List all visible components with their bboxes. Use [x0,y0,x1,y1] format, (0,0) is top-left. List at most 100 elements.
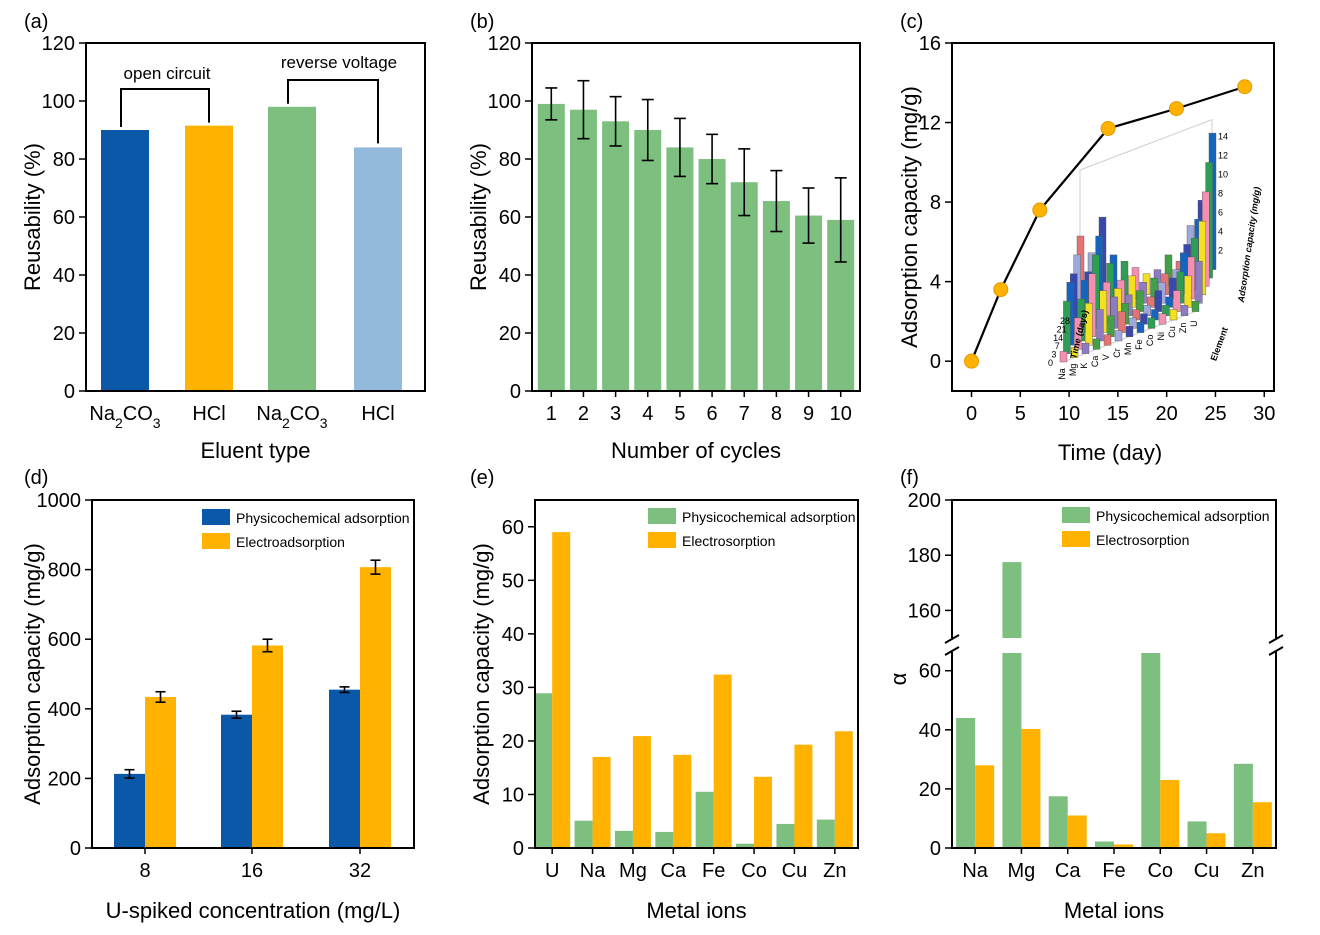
panel-b-xtick-label: 10 [830,403,852,425]
panel-c-point [1237,79,1253,95]
panel-f-ytick-label: 200 [908,490,941,512]
panel-b-xtick-label: 2 [578,403,589,425]
panel-d-ytick-label: 1000 [37,490,82,512]
panel-d-ytick-label: 800 [48,560,81,582]
panel-c-xtick-label: 5 [1015,403,1026,425]
panel-e-legend-swatch [648,532,676,548]
panel-c-inset-bar [1070,347,1079,358]
panel-e-ytick-label: 20 [502,731,524,753]
panel-b-xtick-label: 3 [610,403,621,425]
panel-b-ytick-label: 80 [499,149,521,171]
panel-c-inset-bar [1125,326,1134,337]
panel-a-ytick-label: 0 [64,381,75,403]
panel-c-inset-bar [1136,321,1145,333]
panel-c-inset-ztick: 10 [1218,170,1228,180]
panel-f-legend-label: Electrosorption [1096,532,1189,548]
panel-b-xlabel: Number of cycles [611,438,781,463]
panel-e-bar [754,776,773,848]
panel-f-bar [956,718,976,848]
panel-b-ylabel: Reusability (%) [466,143,491,291]
panel-d-bar [252,645,283,848]
panel-d-bar [329,689,360,848]
panel-c-xtick-label: 25 [1204,403,1226,425]
panel-e-ytick-label: 40 [502,624,524,646]
panel-a-ytick-label: 60 [53,207,75,229]
panel-b-bar [537,103,565,392]
panel-e-bar [776,823,795,848]
panel-c-label: (c) [900,11,923,33]
panel-a-ytick-label: 20 [53,323,75,345]
panel-b-bar [666,147,694,391]
panel-e-xtick-label: Zn [823,860,846,882]
panel-e-ytick-label: 60 [502,517,524,539]
panel-c-inset-element-tick: Ca [1090,356,1100,368]
panel-b-bar [698,159,726,391]
panel-d-xtick-label: 16 [241,860,263,882]
panel-e-xtick-label: Na [580,860,606,882]
panel-a-bar [354,147,402,391]
panel-f-break-mark [1268,646,1284,656]
panel-c-inset-time-tick: 14 [1053,333,1063,343]
panel-b-bar [795,215,823,391]
panel-e-bar [794,744,813,848]
panel-c-inset-element-tick: Fe [1134,339,1144,350]
panel-e-bar [592,756,611,848]
panel-a-ytick-label: 120 [42,33,75,55]
panel-e-bar [736,843,755,848]
panel-f-legend-swatch [1062,531,1090,547]
panel-f-xtick-label: Na [962,860,988,882]
panel-d-legend-label: Physicochemical adsorption [236,510,410,526]
panel-e-xtick-label: Cu [782,860,808,882]
panel-c-point [1168,101,1184,117]
panel-c-inset-element-tick: Co [1145,335,1155,347]
panel-f-bar-upper [1002,562,1022,638]
panel-a-bar [268,106,316,392]
panel-b-ytick-label: 0 [510,381,521,403]
panel-c-inset-zlabel: Adsorption capacity (mg/g) [1236,186,1262,304]
panel-f-bar [1160,780,1180,848]
panel-d-bar [145,696,176,848]
panel-f-bar [1067,815,1087,848]
panel-c-ytick-label: 4 [930,272,941,294]
panel-c-inset-bar [1158,313,1167,325]
panel-f-xlabel: Metal ions [1064,898,1164,923]
panel-c-inset-element-tick: Mg [1068,364,1078,377]
panel-c-ytick-label: 12 [919,113,941,135]
panel-d-ylabel: Adsorption capacity (mg/g) [20,543,45,805]
panel-c-inset-bar [1107,315,1115,337]
panel-c-inset-bar [1118,311,1126,333]
panel-c-inset-bar [1147,317,1156,329]
panel-c-inset-element-tick: Mn [1123,343,1133,356]
panel-c-inset-time-tick: 21 [1057,324,1067,334]
panel-e-xtick-label: Mg [619,860,647,882]
panel-b-xtick-label: 9 [803,403,814,425]
panel-b-bar [602,121,630,392]
panel-f-ytick-label: 60 [919,661,941,683]
panel-a-annotation: reverse voltage [281,53,397,72]
panel-c-inset-time-tick: 28 [1060,316,1070,326]
panel-a-bar [101,130,149,391]
panel-e-xtick-label: Ca [661,860,687,882]
panel-a-xtick-label: Na2CO3 [89,403,160,431]
panel-e-bar [552,532,571,848]
panel-b-xtick-label: 4 [642,403,653,425]
panel-c-inset-element-tick: Na [1057,368,1067,380]
panel-b-bar [634,130,662,391]
panel-c-inset-element-tick: Ni [1156,332,1166,341]
panel-f-bar [975,765,995,848]
panel-f-ytick-label: 40 [919,720,941,742]
panel-c-inset-bar [1092,338,1101,350]
panel-f-ytick-label: 0 [930,838,941,860]
panel-f-ytick-label: 160 [908,600,941,622]
panel-c-inset-bar [1184,275,1192,308]
panel-d: 8 16 32 Physicochemical adsorption Electroad… [20,467,415,923]
panel-c-inset-time-tick: 3 [1051,350,1056,360]
panel-e-bar [713,674,732,848]
panel-e-xlabel: Metal ions [646,898,746,923]
panel-d-ytick-label: 600 [48,629,81,651]
panel-f-bar [1114,844,1133,848]
panel-a-bracket-reverse-voltage [287,79,379,144]
panel-e-xtick-label: U [545,860,559,882]
panel-a-xlabel: Eluent type [200,438,310,463]
